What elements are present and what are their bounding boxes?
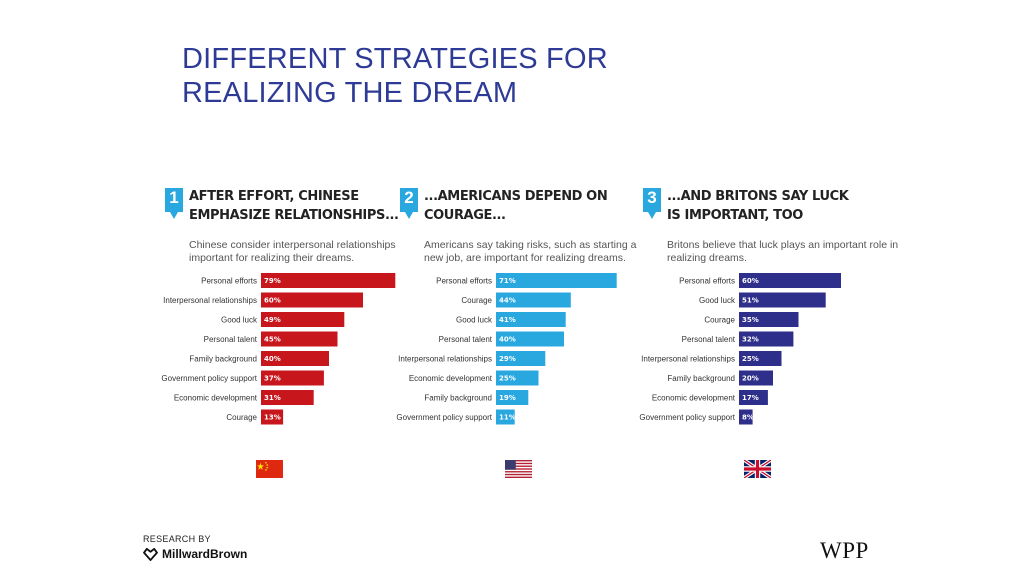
value-label: 32% [742,336,759,344]
value-label: 41% [499,316,516,324]
category-label: Government policy support [161,374,257,383]
uk-flag-icon [744,460,771,478]
value-label: 25% [499,375,516,383]
panel-subtitle: Chinese consider interpersonal relations… [189,239,396,264]
category-label: Interpersonal relationships [163,296,257,305]
category-label: Personal efforts [436,277,492,286]
bar [739,331,794,347]
value-label: 40% [499,336,516,344]
value-label: 44% [499,297,516,305]
panel-number-badge: 2 [400,188,418,219]
bar [261,409,284,425]
panel-heading: ...AMERICANS DEPEND ON COURAGE... [424,189,608,223]
value-label: 11% [499,414,516,422]
value-label: 20% [742,375,759,383]
category-label: Courage [704,316,735,325]
category-label: Government policy support [396,413,492,422]
category-label: Personal efforts [201,277,257,286]
panel-subtitle: Americans say taking risks, such as star… [424,239,637,264]
value-label: 17% [742,394,759,402]
bar [496,390,529,405]
millwardbrown-logo-icon [143,547,158,561]
value-label: 40% [264,355,281,363]
panel-subtitle: Britons believe that luck plays an impor… [667,239,899,264]
bar-chart-usa: Personal efforts 71% Courage 44% Good luck 41… [396,273,617,425]
category-label: Family background [189,355,257,364]
bar [261,370,324,386]
bar [496,370,539,386]
category-label: Economic development [652,394,736,403]
category-label: Personal talent [439,335,493,344]
value-label: 8% [742,414,754,422]
category-label: Personal talent [682,335,736,344]
bar [261,312,345,327]
bar [496,331,564,347]
value-label: 49% [264,316,281,324]
category-label: Good luck [456,316,493,325]
category-label: Economic development [174,394,258,403]
panel-number-badge: 1 [165,188,183,219]
slide-title: DIFFERENT STRATEGIES FOR REALIZING THE D… [182,43,608,109]
category-label: Good luck [699,296,736,305]
value-label: 51% [742,297,759,305]
wpp-logo: WPP [820,538,869,563]
value-label: 35% [742,316,759,324]
bar-chart-uk: Personal efforts 60% Good luck 51% Courage 35… [639,273,841,425]
panel-heading: ...AND BRITONS SAY LUCK IS IMPORTANT, TO… [667,189,849,223]
category-label: Government policy support [639,413,735,422]
value-label: 37% [264,375,281,383]
bar [496,292,571,308]
china-flag-icon [256,460,283,478]
bar [739,409,753,425]
value-label: 45% [264,336,281,344]
value-label: 19% [499,394,516,402]
bar [261,390,314,405]
bar-chart-china: Personal efforts 79% Interpersonal relatio… [161,273,396,425]
category-label: Courage [461,296,492,305]
category-label: Family background [424,394,492,403]
value-label: 29% [499,355,516,363]
category-label: Good luck [221,316,258,325]
research-by-label: RESEARCH BY [143,534,211,544]
category-label: Family background [667,374,735,383]
bar [261,351,329,366]
panel-number-badge: 3 [643,188,661,219]
panel-heading: AFTER EFFORT, CHINESE EMPHASIZE RELATION… [189,189,399,223]
bar [496,273,617,288]
category-label: Interpersonal relationships [398,355,492,364]
bar [739,273,841,288]
value-label: 25% [742,355,759,363]
value-label: 60% [264,297,281,305]
panel-uk: 3 ...AND BRITONS SAY LUCK IS IMPORTANT, … [639,185,898,485]
value-label: 31% [264,394,281,402]
category-label: Courage [226,413,257,422]
panel-china: 1 AFTER EFFORT, CHINESE EMPHASIZE RELATI… [161,185,405,485]
value-label: 60% [742,277,759,285]
bar [261,273,396,288]
bar [496,312,566,327]
bar [739,312,799,327]
category-label: Economic development [409,374,493,383]
panel-usa: 2 ...AMERICANS DEPEND ON COURAGE... Amer… [396,185,640,485]
millwardbrown-wordmark: MillwardBrown [162,547,248,561]
bar [261,331,338,347]
bar [739,390,768,405]
value-label: 13% [264,414,281,422]
bar [261,292,363,308]
value-label: 71% [499,277,516,285]
bar [739,351,782,366]
category-label: Personal talent [204,335,258,344]
millwardbrown-logo: MillwardBrown [143,547,247,561]
category-label: Personal efforts [679,277,735,286]
bar [496,351,546,366]
category-label: Interpersonal relationships [641,355,735,364]
bar [739,292,826,308]
usa-flag-icon [505,460,532,478]
value-label: 79% [264,277,281,285]
bar [496,409,515,425]
bar [739,370,773,386]
